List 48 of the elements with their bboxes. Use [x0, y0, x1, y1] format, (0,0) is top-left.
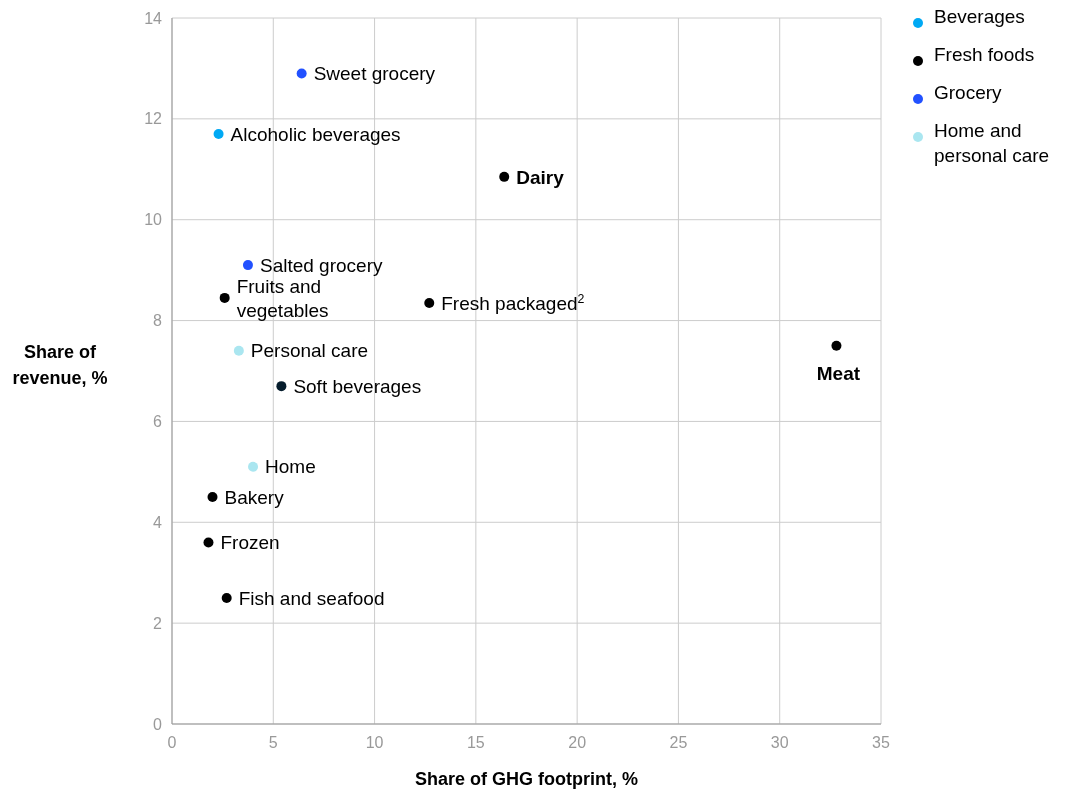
y-tick-label: 4: [153, 513, 163, 531]
x-tick-label: 30: [770, 734, 789, 751]
annotation: Dairy: [516, 166, 565, 188]
point: [499, 171, 510, 182]
y-tick-label: 0: [153, 715, 163, 733]
point: [276, 381, 287, 392]
x-tick-label: 5: [268, 734, 278, 751]
annotation: Fruits and vegetables: [236, 275, 329, 321]
annotation: Frozen: [220, 532, 280, 554]
x-tick-label: 15: [466, 734, 485, 751]
y-tick-label: 14: [144, 9, 163, 27]
point: [219, 292, 230, 303]
point: [233, 345, 244, 356]
x-axis-title: Share of GHG footprint, %: [415, 769, 638, 789]
annotation: Sweet grocery: [313, 63, 436, 85]
y-tick-label: 12: [144, 110, 163, 128]
annotation: Meat: [816, 363, 861, 385]
annotation: Personal care: [250, 340, 369, 362]
annotation: Fresh packaged$^{2}$: [441, 291, 585, 314]
point: [213, 128, 224, 139]
y-tick-label: 10: [144, 211, 163, 229]
legend-label: Beverages: [934, 6, 1025, 27]
annotation: Salted grocery: [259, 254, 383, 276]
point: [221, 592, 232, 603]
x-tick-label: 25: [669, 734, 688, 751]
y-axis-title: Share of revenue, %: [12, 342, 108, 388]
x-tick-label: 10: [365, 734, 384, 751]
annotation: Fish and seafood: [238, 587, 385, 609]
point: [831, 340, 842, 351]
y-tick-label: 6: [153, 413, 163, 431]
point: [296, 68, 307, 79]
legend-label: Fresh foods: [934, 44, 1035, 65]
legend-label: Home and personal care: [934, 120, 1050, 166]
point: [203, 537, 214, 548]
legend-label: Grocery: [934, 82, 1003, 103]
annotation: Bakery: [224, 486, 285, 508]
point: [242, 260, 253, 271]
point: [207, 492, 218, 503]
y-tick-label: 8: [153, 312, 163, 330]
annotation: Alcoholic beverages: [230, 123, 401, 145]
x-tick-label: 0: [167, 734, 177, 751]
point: [424, 297, 435, 308]
x-tick-label: 35: [872, 734, 890, 751]
y-tick-label: 2: [153, 614, 163, 632]
x-tick-label: 20: [568, 734, 587, 751]
point: [248, 461, 259, 472]
annotation: Soft beverages: [293, 375, 422, 397]
annotation: Home: [265, 456, 316, 478]
